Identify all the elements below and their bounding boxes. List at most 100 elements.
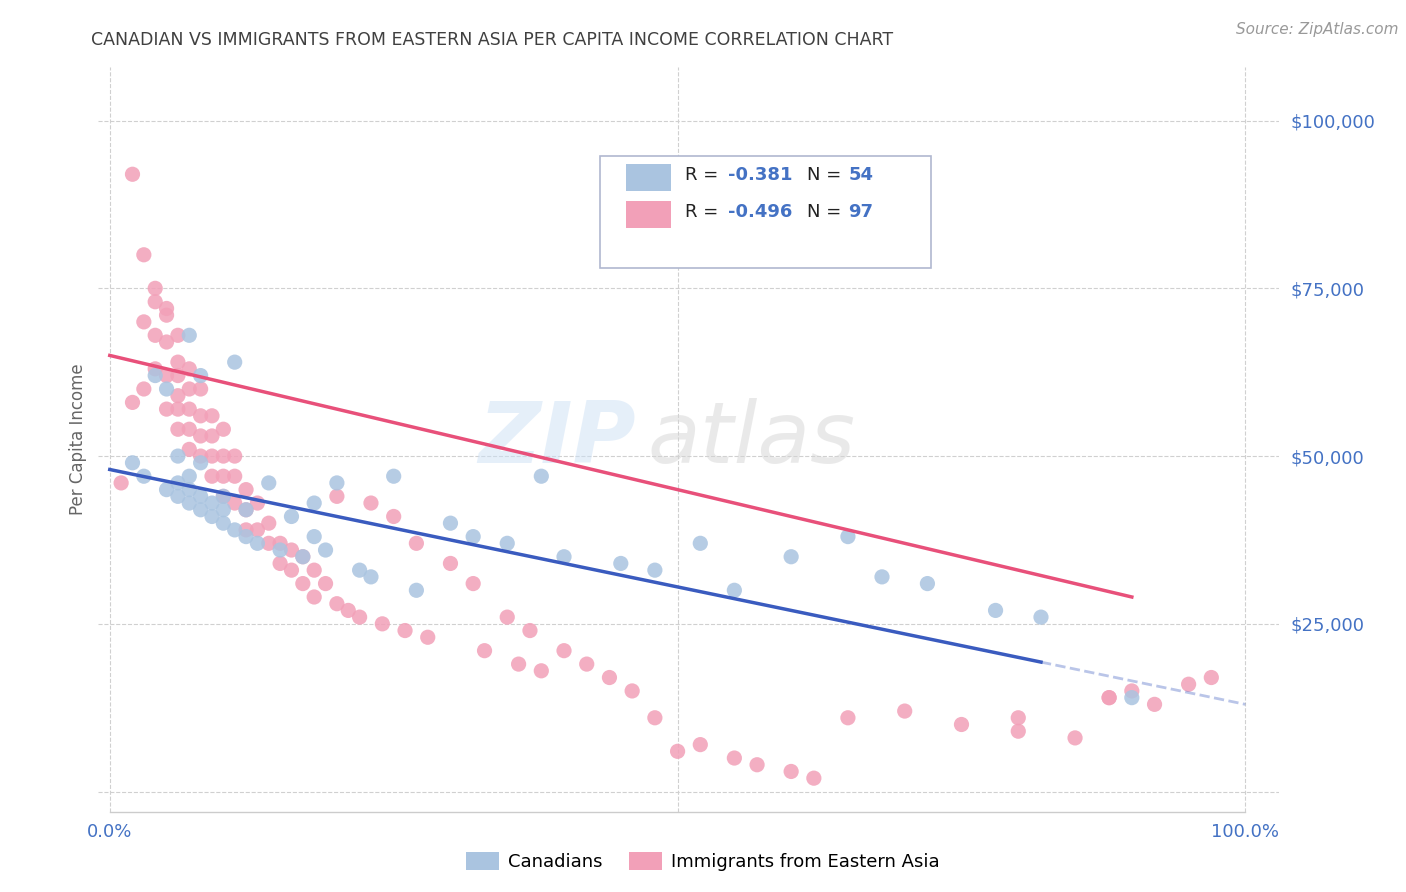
Point bbox=[190, 429, 212, 443]
Point bbox=[143, 328, 166, 343]
Point bbox=[1007, 724, 1029, 739]
Point bbox=[837, 711, 859, 725]
Point bbox=[644, 563, 666, 577]
Point bbox=[110, 475, 132, 490]
Point bbox=[167, 368, 190, 383]
Point bbox=[224, 523, 246, 537]
Text: 54: 54 bbox=[848, 166, 873, 184]
Point bbox=[870, 570, 893, 584]
Point bbox=[235, 530, 257, 544]
Point bbox=[837, 530, 859, 544]
Point bbox=[190, 368, 212, 383]
Point bbox=[530, 469, 553, 483]
Point bbox=[246, 536, 269, 550]
Point bbox=[269, 536, 291, 550]
Point bbox=[780, 549, 803, 564]
Point bbox=[326, 597, 349, 611]
Point bbox=[155, 382, 177, 396]
Point bbox=[723, 751, 745, 765]
Point bbox=[155, 402, 177, 417]
Point bbox=[315, 543, 337, 558]
Point bbox=[155, 483, 177, 497]
Point bbox=[143, 362, 166, 376]
Point bbox=[201, 409, 224, 423]
Point bbox=[167, 422, 190, 436]
Point bbox=[224, 449, 246, 463]
Point bbox=[190, 409, 212, 423]
Point bbox=[291, 576, 314, 591]
Point bbox=[349, 563, 371, 577]
Point bbox=[405, 583, 427, 598]
Point bbox=[235, 523, 257, 537]
Point bbox=[269, 557, 291, 571]
Point bbox=[803, 771, 825, 785]
Point bbox=[224, 469, 246, 483]
Point bbox=[167, 355, 190, 369]
Point bbox=[143, 368, 166, 383]
Point bbox=[530, 664, 553, 678]
Point bbox=[155, 368, 177, 383]
Text: -0.381: -0.381 bbox=[728, 166, 793, 184]
Point bbox=[179, 442, 201, 457]
Point bbox=[405, 536, 427, 550]
Point bbox=[121, 167, 143, 181]
Point bbox=[360, 570, 382, 584]
Point bbox=[167, 402, 190, 417]
Point bbox=[132, 248, 155, 262]
Point bbox=[360, 496, 382, 510]
Point bbox=[179, 483, 201, 497]
Point bbox=[179, 328, 201, 343]
Point bbox=[179, 362, 201, 376]
Point bbox=[917, 576, 939, 591]
Point bbox=[190, 449, 212, 463]
Point bbox=[179, 469, 201, 483]
Y-axis label: Per Capita Income: Per Capita Income bbox=[69, 364, 87, 515]
Point bbox=[1029, 610, 1052, 624]
FancyBboxPatch shape bbox=[626, 201, 671, 227]
Point bbox=[155, 301, 177, 316]
Point bbox=[132, 382, 155, 396]
Point bbox=[689, 536, 711, 550]
Point bbox=[349, 610, 371, 624]
Point bbox=[201, 449, 224, 463]
Point bbox=[167, 489, 190, 503]
Point bbox=[257, 516, 280, 531]
Point bbox=[644, 711, 666, 725]
Point bbox=[201, 429, 224, 443]
Point bbox=[212, 489, 235, 503]
Point bbox=[326, 475, 349, 490]
Point bbox=[212, 489, 235, 503]
Point bbox=[893, 704, 915, 718]
Point bbox=[212, 422, 235, 436]
Point bbox=[167, 449, 190, 463]
Point bbox=[155, 308, 177, 322]
Legend: Canadians, Immigrants from Eastern Asia: Canadians, Immigrants from Eastern Asia bbox=[460, 845, 946, 879]
Text: atlas: atlas bbox=[648, 398, 856, 481]
Point bbox=[326, 489, 349, 503]
Point bbox=[302, 530, 325, 544]
Point bbox=[302, 590, 325, 604]
Point bbox=[121, 456, 143, 470]
Point bbox=[463, 530, 485, 544]
Point bbox=[1098, 690, 1121, 705]
Point bbox=[155, 334, 177, 349]
Point bbox=[394, 624, 416, 638]
Point bbox=[302, 496, 325, 510]
Point bbox=[291, 549, 314, 564]
Point bbox=[179, 496, 201, 510]
Point bbox=[1177, 677, 1199, 691]
Point bbox=[280, 543, 302, 558]
Point bbox=[496, 610, 519, 624]
Text: CANADIAN VS IMMIGRANTS FROM EASTERN ASIA PER CAPITA INCOME CORRELATION CHART: CANADIAN VS IMMIGRANTS FROM EASTERN ASIA… bbox=[91, 31, 894, 49]
Point bbox=[167, 475, 190, 490]
Point bbox=[235, 502, 257, 516]
Text: ZIP: ZIP bbox=[478, 398, 636, 481]
Point bbox=[689, 738, 711, 752]
Point bbox=[190, 489, 212, 503]
Point bbox=[179, 402, 201, 417]
Point bbox=[132, 469, 155, 483]
Point bbox=[212, 516, 235, 531]
Point bbox=[1098, 690, 1121, 705]
Point bbox=[519, 624, 541, 638]
FancyBboxPatch shape bbox=[626, 164, 671, 191]
